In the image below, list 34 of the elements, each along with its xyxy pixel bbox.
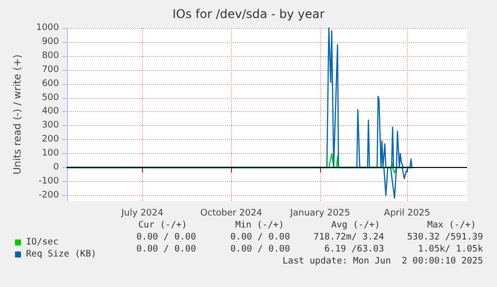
y-tick-label: 800 bbox=[42, 50, 60, 61]
text: 0.00 / 0.00 bbox=[136, 232, 196, 242]
text: Max (-/+) bbox=[427, 220, 476, 230]
y-tick-label: 100 bbox=[42, 148, 60, 159]
chart-title: IOs for /dev/sda - by year bbox=[172, 7, 325, 21]
y-axis-title: Units read (-) / write (+) bbox=[12, 54, 24, 175]
text: Last update: Mon Jun 2 00:00:10 2025 bbox=[282, 256, 483, 266]
text: 0.00 / 0.00 bbox=[136, 244, 196, 254]
text: 0.00 / 0.00 bbox=[230, 244, 290, 254]
text: Min (-/+) bbox=[235, 220, 284, 230]
text: Cur (-/+) bbox=[138, 220, 187, 230]
y-tick-label: 1000 bbox=[36, 23, 60, 33]
x-tick-label: July 2024 bbox=[120, 208, 164, 218]
text: 1.05k/ 1.05k bbox=[418, 244, 484, 254]
text: 530.32 /591.39 bbox=[407, 232, 483, 242]
legend-label: Req Size (KB) bbox=[26, 250, 96, 260]
y-tick-label: 200 bbox=[42, 134, 60, 145]
y-tick-label: 400 bbox=[42, 106, 60, 117]
text: 718.72m/ 3.24 bbox=[314, 232, 384, 242]
y-tick-label: 0 bbox=[53, 162, 60, 173]
y-tick-label: 600 bbox=[42, 78, 60, 89]
y-tick-label: 300 bbox=[42, 120, 60, 131]
y-tick-label: -100 bbox=[38, 176, 60, 186]
x-tick-label: April 2025 bbox=[384, 208, 430, 218]
y-tick-label: 900 bbox=[42, 36, 60, 47]
legend-label: IO/sec bbox=[26, 238, 59, 248]
text: 6.19 /63.03 bbox=[324, 244, 384, 254]
x-tick-label: October 2024 bbox=[200, 208, 262, 218]
text: Avg (-/+) bbox=[331, 220, 380, 230]
y-tick-label: 500 bbox=[42, 92, 60, 103]
y-tick-label: -200 bbox=[38, 190, 60, 200]
y-tick-label: 700 bbox=[42, 64, 60, 75]
text: 0.00 / 0.00 bbox=[230, 232, 290, 242]
x-tick-label: January 2025 bbox=[289, 208, 350, 218]
